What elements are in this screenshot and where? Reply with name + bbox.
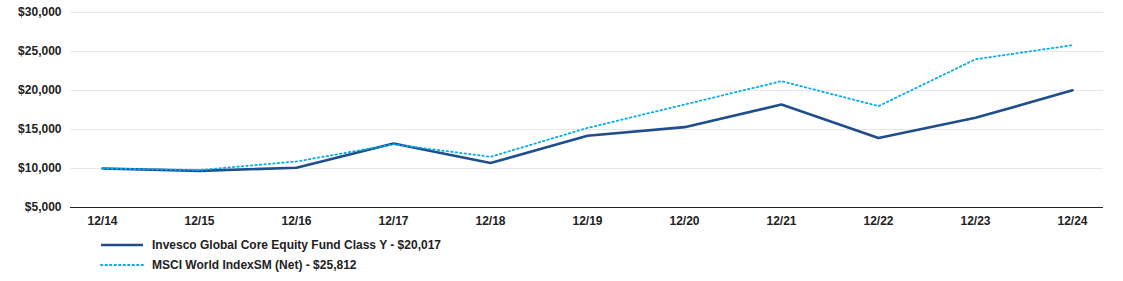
svg-text:12/19: 12/19 [572, 214, 602, 228]
svg-text:12/14: 12/14 [87, 214, 117, 228]
svg-text:$20,000: $20,000 [18, 83, 62, 97]
svg-text:$15,000: $15,000 [18, 122, 62, 136]
svg-text:12/22: 12/22 [863, 214, 893, 228]
svg-text:$30,000: $30,000 [18, 5, 62, 19]
svg-text:12/18: 12/18 [475, 214, 505, 228]
svg-text:$10,000: $10,000 [18, 161, 62, 175]
svg-text:12/17: 12/17 [378, 214, 408, 228]
svg-text:12/16: 12/16 [281, 214, 311, 228]
svg-text:$5,000: $5,000 [25, 200, 62, 214]
svg-text:12/20: 12/20 [669, 214, 699, 228]
svg-text:12/24: 12/24 [1057, 214, 1087, 228]
svg-text:12/23: 12/23 [960, 214, 990, 228]
html-text:MSCI World IndexSM (Net) - $25: MSCI World IndexSM (Net) - $25,812 [152, 258, 357, 272]
svg-text:12/15: 12/15 [184, 214, 214, 228]
html-text:Invesco Global Core Equity Fun: Invesco Global Core Equity Fund Class Y … [152, 238, 441, 252]
svg-text:$25,000: $25,000 [18, 44, 62, 58]
svg-text:12/21: 12/21 [766, 214, 796, 228]
